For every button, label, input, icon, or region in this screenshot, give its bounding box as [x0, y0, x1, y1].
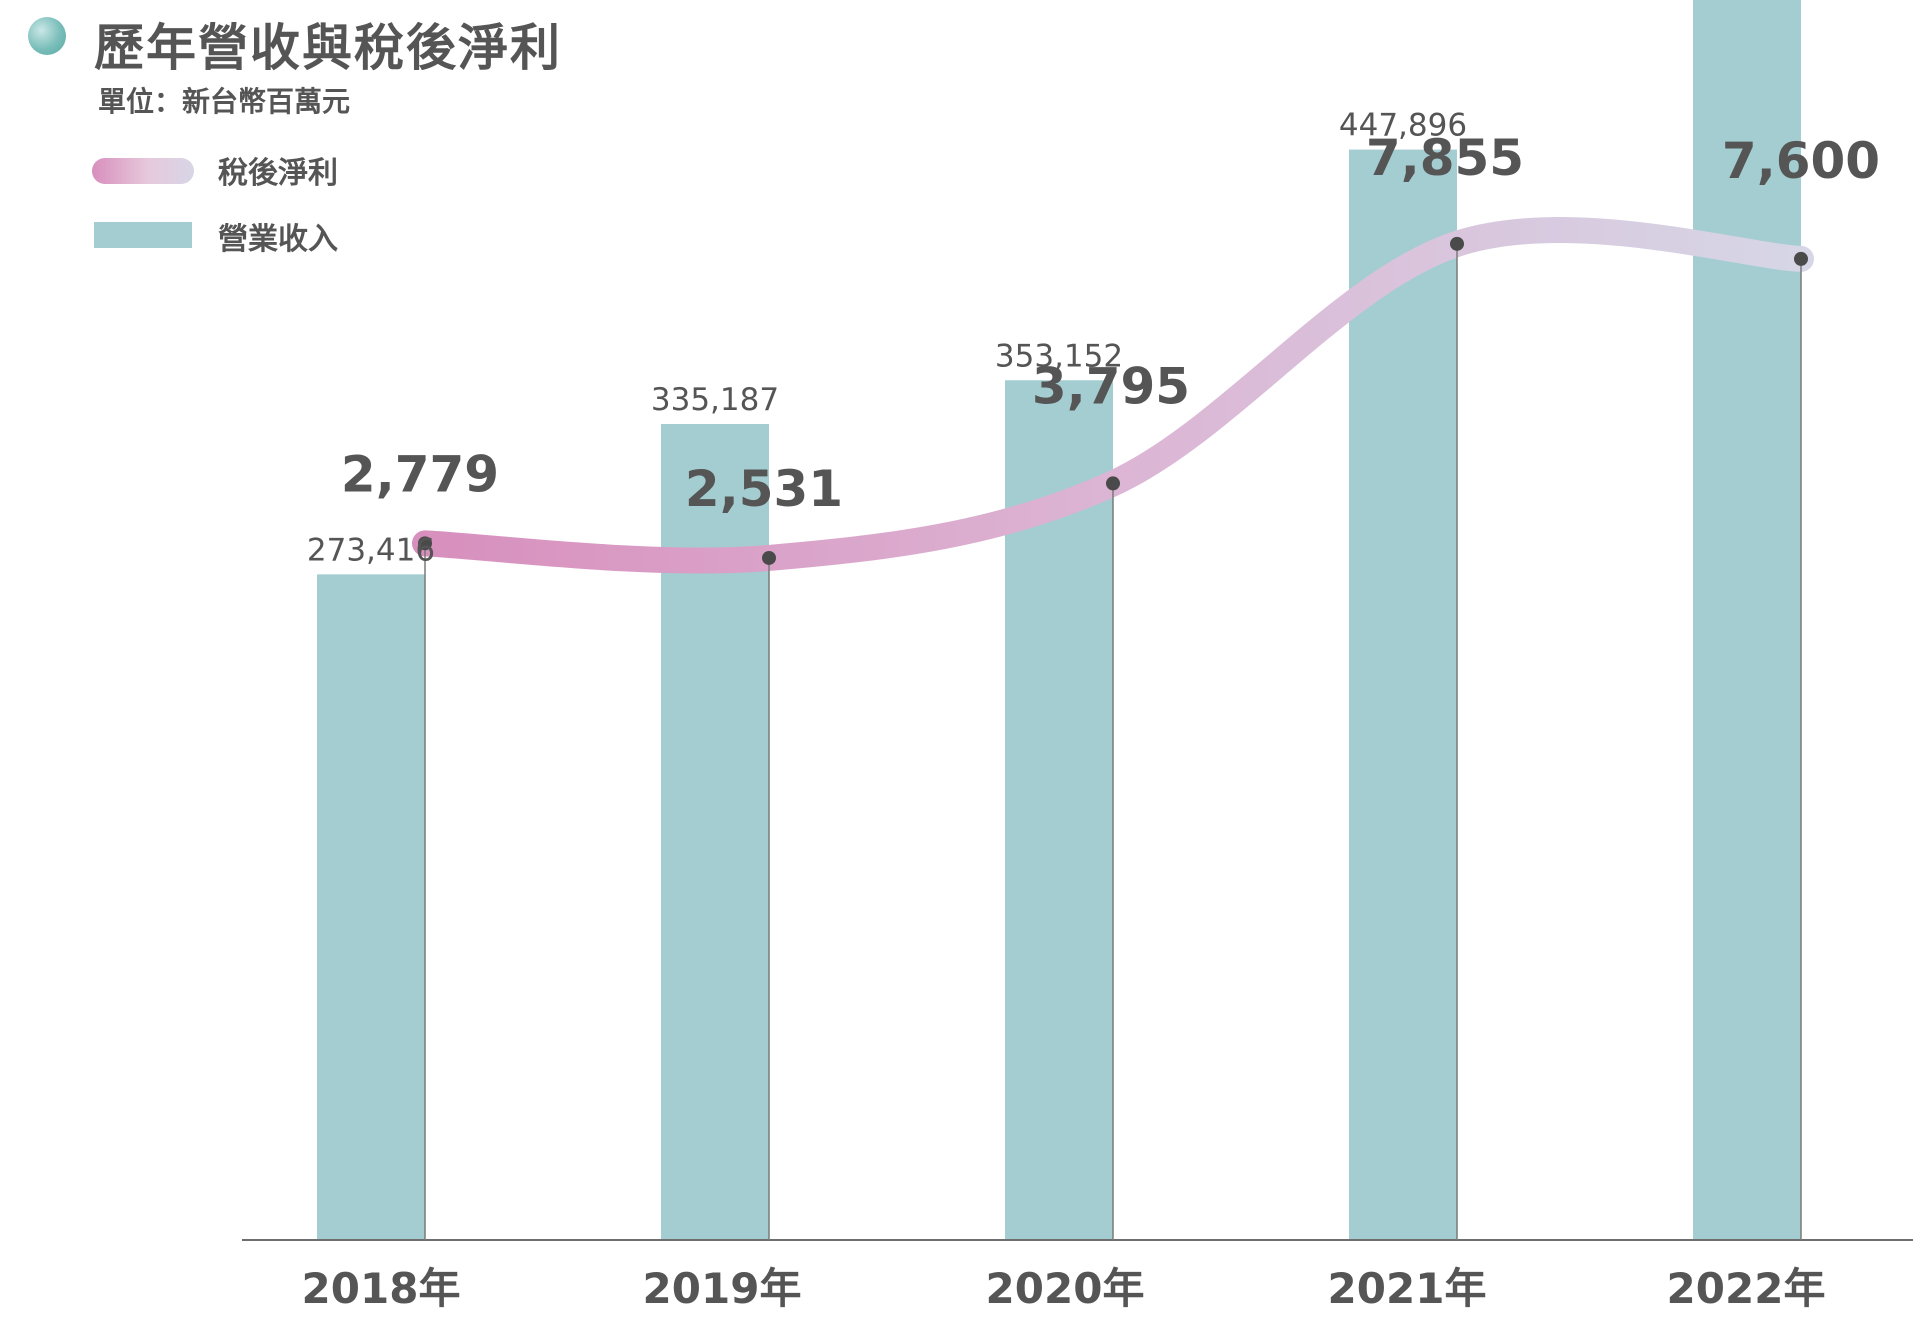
chart-header: 歷年營收與稅後淨利 單位：新台幣百萬元 稅後淨利 營業收入: [0, 0, 700, 260]
net-income-point: [1450, 236, 1464, 251]
data-labels: 273,416335,187353,152447,896571,1972,779…: [307, 108, 1880, 569]
net-income-label: 2,779: [341, 445, 499, 503]
revenue-bar-label: 273,416: [307, 532, 435, 568]
net-income-point: [1794, 251, 1808, 266]
x-axis-ticks: 2018年 2019年 2020年 2021年 2022年: [302, 1264, 1826, 1313]
legend-label-revenue: 營業收入: [218, 222, 338, 257]
chart-unit: 單位：新台幣百萬元: [98, 85, 351, 118]
net-income-label: 7,855: [1366, 129, 1524, 187]
net-income-point: [1106, 476, 1120, 491]
revenue-bar: [317, 574, 425, 1240]
bars-layer: [317, 0, 1801, 1241]
legend-swatch-net-income: [92, 158, 194, 184]
legend-swatch-revenue: [94, 222, 192, 248]
x-axis-tick-label: 2018年: [302, 1264, 461, 1313]
legend-label-net-income: 稅後淨利: [218, 156, 338, 191]
revenue-bar-label: 447,896: [1339, 108, 1467, 144]
x-axis-tick-label: 2019年: [643, 1264, 802, 1313]
revenue-bar: [1349, 149, 1457, 1241]
x-axis-tick-label: 2021年: [1328, 1264, 1487, 1313]
connector-lines: [424, 243, 1802, 1240]
chart-title: 歷年營收與稅後淨利: [94, 19, 562, 77]
net-income-label: 2,531: [685, 460, 843, 518]
x-axis-tick-label: 2020年: [986, 1264, 1145, 1313]
net-income-label: 3,795: [1032, 357, 1190, 415]
revenue-bar: [1693, 0, 1801, 1240]
revenue-bar-label: 353,152: [995, 338, 1123, 374]
net-income-point: [762, 550, 776, 565]
x-axis-tick-label: 2022年: [1667, 1264, 1826, 1313]
net-income-points: [418, 236, 1808, 565]
title-bullet-icon: [28, 17, 66, 55]
net-income-point: [418, 536, 432, 551]
net-income-label: 7,600: [1722, 132, 1880, 190]
revenue-bar-label: 335,187: [651, 382, 779, 418]
